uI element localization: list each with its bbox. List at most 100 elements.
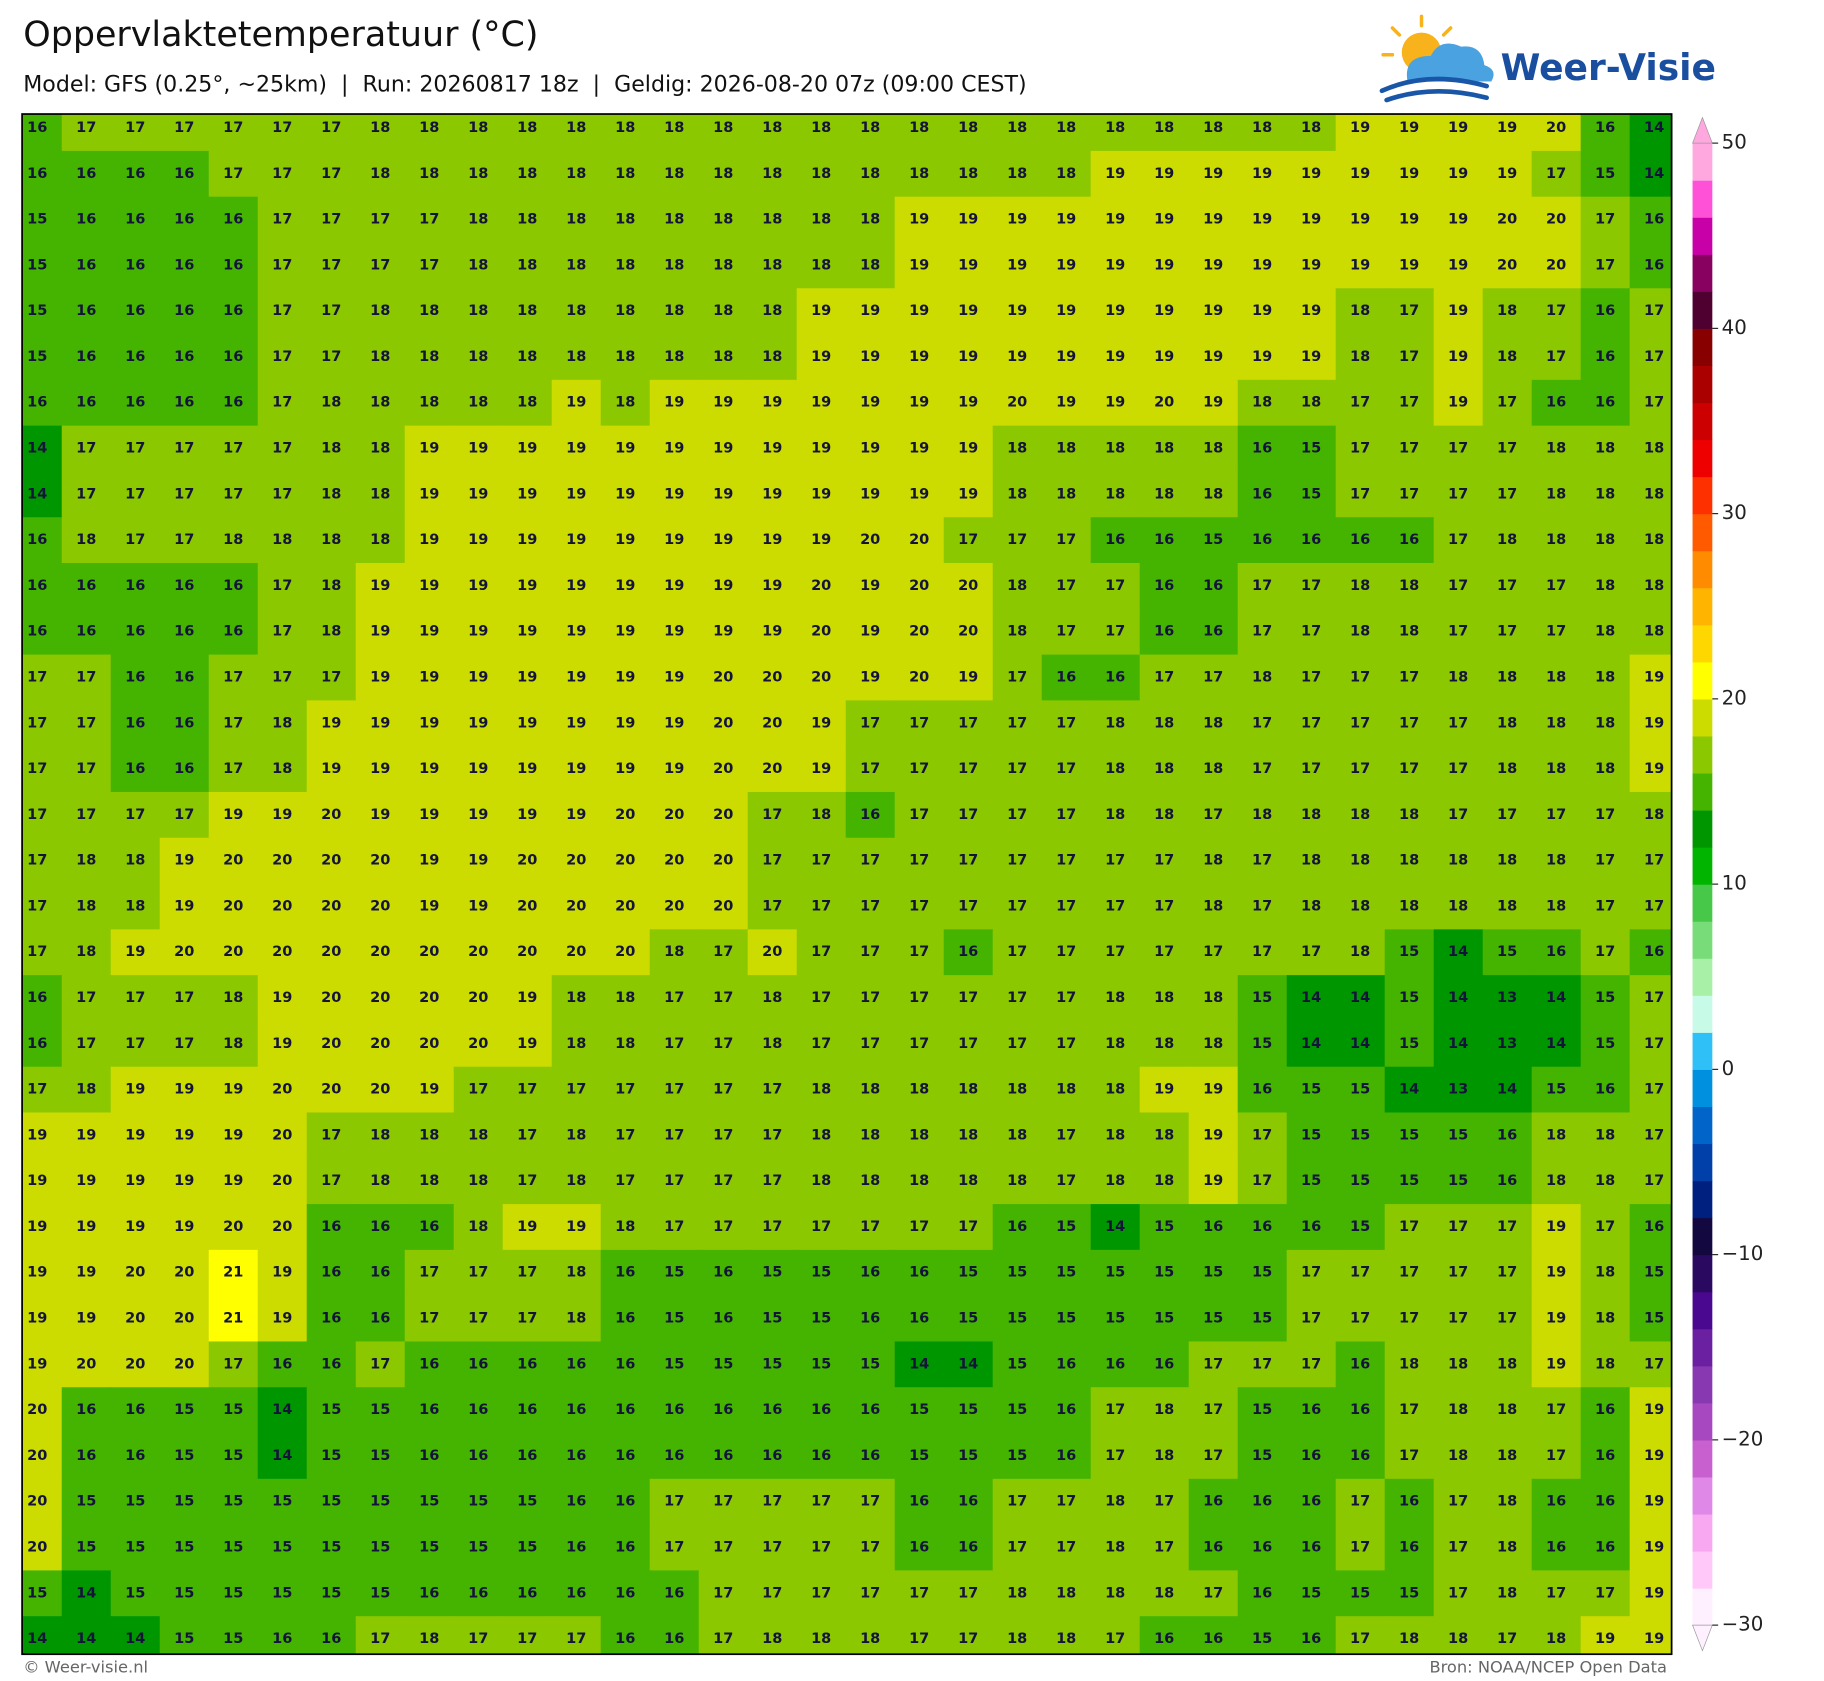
temperature-value: 16: [615, 1585, 635, 1601]
temperature-value: 16: [713, 1448, 733, 1464]
temperature-value: 17: [811, 944, 831, 960]
temperature-cell: [796, 471, 847, 518]
temperature-value: 17: [272, 166, 292, 182]
temperature-cell: [1531, 1249, 1582, 1297]
temperature-value: 15: [1350, 1219, 1370, 1235]
temperature-cell: [453, 1158, 504, 1205]
temperature-cell: [796, 114, 847, 152]
temperature-value: 19: [1301, 349, 1321, 365]
temperature-cell: [943, 1066, 994, 1114]
temperature-cell: [698, 654, 749, 702]
temperature-value: 16: [664, 1631, 684, 1647]
temperature-cell: [747, 1524, 798, 1572]
temperature-value: 16: [958, 1494, 978, 1510]
temperature-value: 17: [1203, 669, 1223, 685]
temperature-value: 19: [272, 1311, 292, 1327]
temperature-value: 18: [468, 212, 488, 228]
temperature-value: 17: [1595, 944, 1615, 960]
temperature-cell: [551, 242, 602, 289]
temperature-value: 16: [27, 578, 47, 594]
temperature-value: 17: [1399, 1402, 1419, 1418]
colorbar-band: [1692, 1217, 1713, 1256]
temperature-cell: [943, 1341, 994, 1388]
temperature-cell: [551, 1616, 602, 1655]
temperature-cell: [159, 1158, 210, 1205]
temperature-cell: [502, 975, 553, 1022]
temperature-value: 15: [419, 1540, 439, 1556]
temperature-cell: [22, 700, 63, 747]
temperature-cell: [1139, 746, 1190, 793]
temperature-cell: [649, 1341, 700, 1388]
temperature-cell: [257, 379, 308, 427]
colorbar-band: [1692, 513, 1713, 552]
temperature-cell: [698, 1616, 749, 1655]
temperature-cell: [306, 1387, 357, 1434]
temperature-value: 17: [1497, 486, 1517, 502]
temperature-value: 18: [1595, 761, 1615, 777]
temperature-cell: [600, 1020, 651, 1068]
temperature-cell: [22, 654, 63, 702]
temperature-value: 17: [1644, 1173, 1664, 1189]
temperature-cell: [502, 791, 553, 839]
temperature-value: 18: [1595, 532, 1615, 548]
temperature-value: 19: [27, 1311, 47, 1327]
temperature-field: [22, 114, 1672, 1655]
temperature-cell: [159, 1020, 210, 1068]
temperature-value: 17: [1203, 1402, 1223, 1418]
temperature-cell: [257, 334, 308, 381]
temperature-cell: [894, 1204, 945, 1251]
temperature-cell: [1237, 1158, 1288, 1205]
temperature-value: 18: [713, 120, 733, 136]
temperature-value: 18: [1105, 990, 1125, 1006]
temperature-cell: [894, 1249, 945, 1297]
temperature-cell: [1433, 608, 1484, 656]
temperature-value: 15: [76, 1494, 96, 1510]
temperature-value: 16: [174, 395, 194, 411]
temperature-cell: [355, 1433, 406, 1480]
temperature-cell: [257, 517, 308, 564]
temperature-value: 17: [1448, 624, 1468, 640]
temperature-cell: [110, 1478, 161, 1526]
temperature-value: 16: [27, 166, 47, 182]
temperature-value: 19: [1007, 349, 1027, 365]
temperature-cell: [992, 517, 1043, 564]
temperature-value: 19: [370, 715, 390, 731]
temperature-value: 17: [1154, 853, 1174, 869]
temperature-value: 20: [566, 898, 586, 914]
temperature-value: 19: [958, 486, 978, 502]
temperature-value: 14: [27, 441, 47, 457]
temperature-cell: [1237, 1387, 1288, 1434]
temperature-value: 17: [1497, 1219, 1517, 1235]
temperature-cell: [306, 929, 357, 976]
temperature-value: 16: [76, 212, 96, 228]
temperature-value: 17: [1056, 853, 1076, 869]
temperature-value: 14: [272, 1402, 292, 1418]
temperature-value: 19: [468, 715, 488, 731]
temperature-value: 20: [321, 807, 341, 823]
temperature-cell: [1482, 1387, 1533, 1434]
temperature-value: 14: [909, 1356, 929, 1372]
temperature-cell: [61, 700, 112, 747]
temperature-cell: [208, 608, 259, 656]
temperature-cell: [1433, 196, 1484, 244]
temperature-cell: [845, 1616, 896, 1655]
temperature-cell: [502, 837, 553, 885]
temperature-cell: [894, 608, 945, 656]
temperature-cell: [159, 150, 210, 198]
temperature-value: 15: [1056, 1265, 1076, 1281]
temperature-value: 18: [566, 990, 586, 1006]
temperature-cell: [747, 288, 798, 335]
temperature-cell: [943, 1020, 994, 1068]
temperature-cell: [943, 563, 994, 610]
temperature-cell: [992, 1066, 1043, 1114]
temperature-cell: [110, 1066, 161, 1114]
temperature-value: 20: [125, 1311, 145, 1327]
temperature-cell: [600, 929, 651, 976]
temperature-value: 18: [1007, 1173, 1027, 1189]
temperature-cell: [1335, 975, 1386, 1022]
temperature-value: 17: [1595, 212, 1615, 228]
temperature-cell: [404, 1433, 455, 1480]
temperature-value: 17: [860, 715, 880, 731]
temperature-value: 20: [762, 761, 782, 777]
temperature-cell: [257, 883, 308, 931]
